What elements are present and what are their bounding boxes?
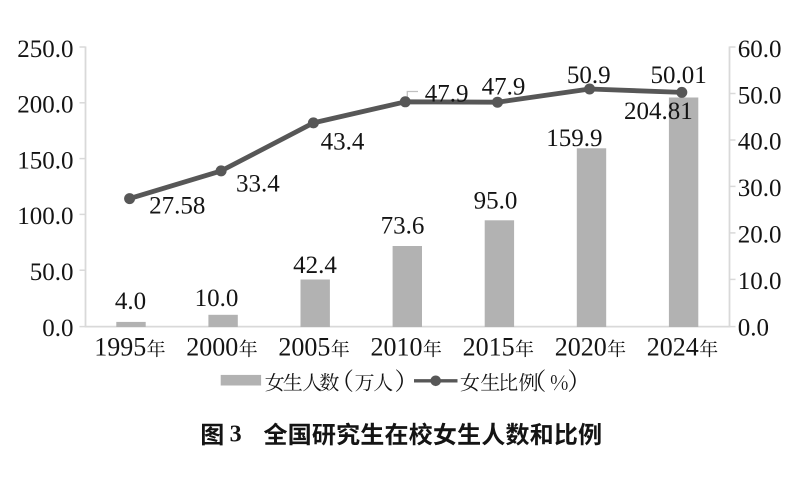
svg-text:2010: 2010 [371, 333, 423, 362]
svg-text:100.0: 100.0 [17, 203, 73, 230]
svg-text:10.0: 10.0 [738, 268, 782, 295]
svg-text:50.0: 50.0 [30, 259, 74, 286]
svg-text:47.9: 47.9 [425, 81, 469, 108]
svg-text:1995: 1995 [94, 333, 146, 362]
svg-text:0.0: 0.0 [738, 315, 769, 342]
svg-text:4.0: 4.0 [115, 288, 146, 315]
svg-text:2005: 2005 [278, 333, 330, 362]
svg-text:159.9: 159.9 [546, 125, 602, 152]
svg-text:2024: 2024 [647, 333, 699, 362]
svg-text:0.0: 0.0 [42, 315, 73, 342]
svg-text:10.0: 10.0 [195, 285, 239, 312]
svg-text:50.9: 50.9 [567, 62, 611, 89]
svg-text:47.9: 47.9 [482, 74, 526, 101]
svg-text:33.4: 33.4 [236, 170, 280, 197]
svg-text:2020: 2020 [555, 333, 607, 362]
svg-text:2015: 2015 [463, 333, 515, 362]
svg-text:27.58: 27.58 [149, 192, 205, 219]
svg-text:3: 3 [230, 422, 242, 448]
svg-text:204.81: 204.81 [624, 98, 693, 125]
svg-text:250.0: 250.0 [17, 36, 73, 63]
svg-text:20.0: 20.0 [738, 222, 782, 249]
svg-text:30.0: 30.0 [738, 175, 782, 202]
svg-text:50.01: 50.01 [650, 62, 706, 89]
svg-text:60.0: 60.0 [738, 36, 782, 63]
svg-text:2000: 2000 [186, 333, 238, 362]
svg-text:73.6: 73.6 [381, 212, 425, 239]
svg-text:50.0: 50.0 [738, 82, 782, 109]
svg-text:95.0: 95.0 [474, 187, 518, 214]
svg-text:200.0: 200.0 [17, 92, 73, 119]
svg-text:150.0: 150.0 [17, 147, 73, 174]
svg-text:40.0: 40.0 [738, 129, 782, 156]
svg-text:43.4: 43.4 [321, 128, 365, 155]
svg-text:42.4: 42.4 [293, 252, 337, 279]
